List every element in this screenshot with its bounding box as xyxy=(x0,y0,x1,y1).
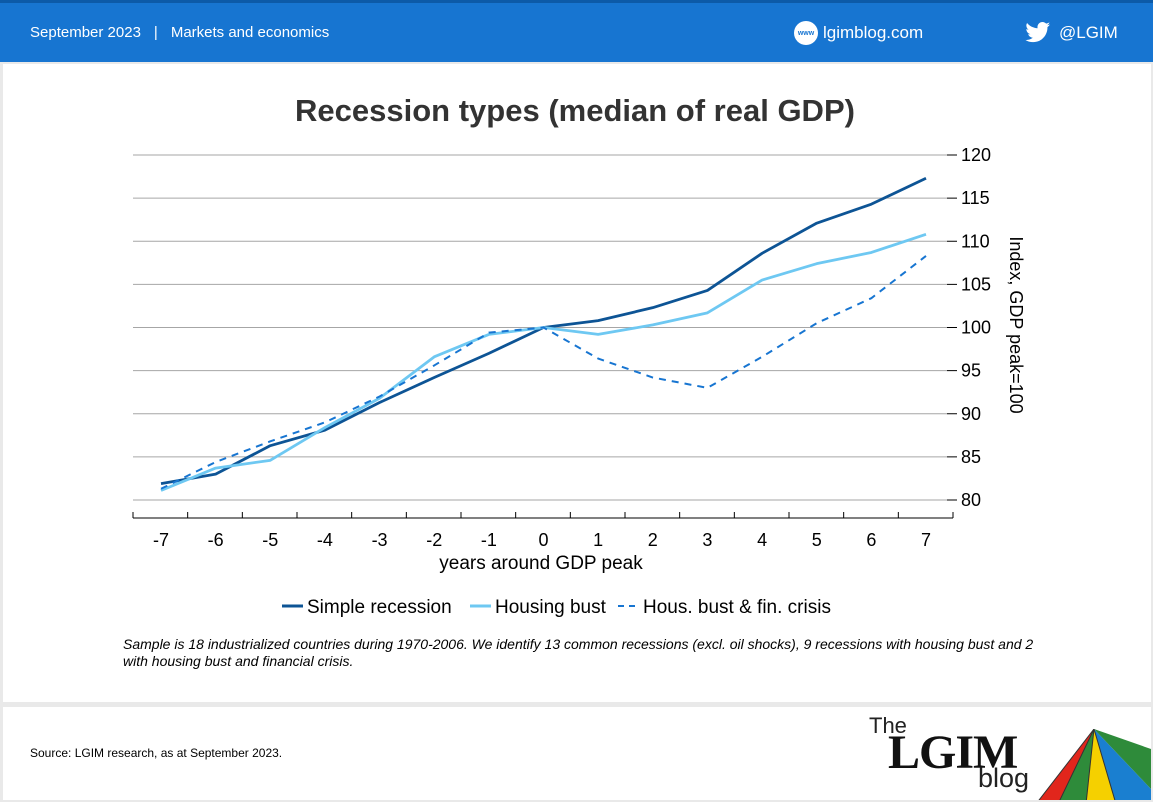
data-point xyxy=(597,319,599,321)
data-point xyxy=(378,395,380,397)
legend-label: Simple recession xyxy=(307,597,452,618)
data-point xyxy=(761,356,763,358)
data-point xyxy=(597,333,599,335)
data-point xyxy=(761,279,763,281)
category-link[interactable]: Markets and economics xyxy=(170,24,330,41)
x-tick-label: 6 xyxy=(866,530,876,550)
site-label: lgimblog.com xyxy=(823,23,924,42)
data-point xyxy=(433,356,435,358)
data-point xyxy=(542,326,544,328)
x-tick-label: -4 xyxy=(317,530,333,550)
data-point xyxy=(488,331,490,333)
x-tick-label: 7 xyxy=(921,530,931,550)
data-point xyxy=(870,251,872,253)
x-tick-label: -3 xyxy=(372,530,388,550)
logo-blog: blog xyxy=(978,763,1030,793)
series-line xyxy=(160,233,927,492)
data-point xyxy=(214,461,216,463)
x-tick-label: -1 xyxy=(481,530,497,550)
data-point xyxy=(816,262,818,264)
data-point xyxy=(816,322,818,324)
data-point xyxy=(324,426,326,428)
y-tick-label: 80 xyxy=(961,490,981,510)
twitter-bird-icon xyxy=(1025,22,1051,43)
data-point xyxy=(761,252,763,254)
series-line xyxy=(160,255,927,490)
x-tick-label: 2 xyxy=(648,530,658,550)
series-line xyxy=(160,177,927,485)
y-tick-label: 120 xyxy=(961,145,991,165)
data-point xyxy=(324,421,326,423)
y-axis: 80 85 90 95 100 105 110 115 120 xyxy=(947,145,991,510)
logo-lgim: LGIM xyxy=(888,726,1018,779)
chart-legend: Simple recession Housing bust Hous. bust &… xyxy=(282,597,831,618)
x-tick-label: 5 xyxy=(812,530,822,550)
x-tick-label: -5 xyxy=(262,530,278,550)
globe-icon: www xyxy=(794,21,818,45)
legend-label: Hous. bust & fin. crisis xyxy=(643,597,831,618)
data-point xyxy=(816,222,818,224)
y-axis-label: Index, GDP peak=100 xyxy=(1006,236,1026,413)
data-point xyxy=(870,203,872,205)
data-point xyxy=(706,387,708,389)
umbrella-logo-icon xyxy=(1038,729,1151,800)
data-point xyxy=(652,306,654,308)
y-tick-label: 90 xyxy=(961,404,981,424)
site-link[interactable]: www lgimblog.com xyxy=(794,21,923,45)
x-tick-label: -2 xyxy=(426,530,442,550)
data-point xyxy=(160,488,162,490)
date-label: September 2023 xyxy=(30,24,141,41)
x-tick-label: 3 xyxy=(702,530,712,550)
data-point xyxy=(160,482,162,484)
data-point xyxy=(925,233,927,235)
source-note: Source: LGIM research, as at September 2… xyxy=(30,746,283,760)
x-axis: -7 -6 -5 -4 -3 -2 -1 0 1 2 3 4 5 6 7 xyxy=(132,512,954,550)
data-point xyxy=(214,473,216,475)
legend-label: Housing bust xyxy=(495,597,607,618)
logo-the: The xyxy=(869,713,907,738)
y-tick-label: 85 xyxy=(961,447,981,467)
breadcrumb: September 2023 | Markets and economics xyxy=(30,24,329,41)
twitter-handle: @LGIM xyxy=(1059,22,1118,42)
y-tick-label: 95 xyxy=(961,361,981,381)
data-point xyxy=(214,467,216,469)
x-tick-label: -6 xyxy=(208,530,224,550)
x-tick-label: 1 xyxy=(593,530,603,550)
data-point xyxy=(378,401,380,403)
twitter-link[interactable]: @LGIM xyxy=(1025,22,1118,43)
data-point xyxy=(706,312,708,314)
y-tick-label: 115 xyxy=(961,188,990,208)
header-bar: September 2023 | Markets and economics www… xyxy=(0,0,1153,62)
x-tick-label: 4 xyxy=(757,530,767,550)
data-point xyxy=(433,364,435,366)
data-point xyxy=(870,297,872,299)
chart-panel: Recession types (median of real GDP) 80 8… xyxy=(3,64,1151,702)
y-tick-label: 110 xyxy=(961,231,990,251)
data-point xyxy=(597,357,599,359)
data-point xyxy=(706,289,708,291)
y-tick-label: 105 xyxy=(961,274,991,294)
x-tick-label: 0 xyxy=(538,530,548,550)
footer: Source: LGIM research, as at September 2… xyxy=(3,707,1151,800)
y-tick-label: 100 xyxy=(961,318,991,338)
chart-title: Recession types (median of real GDP) xyxy=(295,93,855,128)
data-point xyxy=(433,376,435,378)
data-point xyxy=(925,177,927,179)
x-tick-label: -7 xyxy=(153,530,169,550)
data-point xyxy=(269,459,271,461)
breadcrumb-separator: | xyxy=(153,24,158,41)
data-point xyxy=(269,444,271,446)
data-point xyxy=(652,324,654,326)
series-lines xyxy=(160,177,927,492)
sample-note: Sample is 18 industrialized countries du… xyxy=(123,636,1034,669)
recession-chart: Recession types (median of real GDP) 808… xyxy=(132,93,1026,618)
data-point xyxy=(269,440,271,442)
data-point xyxy=(652,376,654,378)
x-axis-label: years around GDP peak xyxy=(439,553,643,574)
data-point xyxy=(925,255,927,257)
data-point xyxy=(488,352,490,354)
